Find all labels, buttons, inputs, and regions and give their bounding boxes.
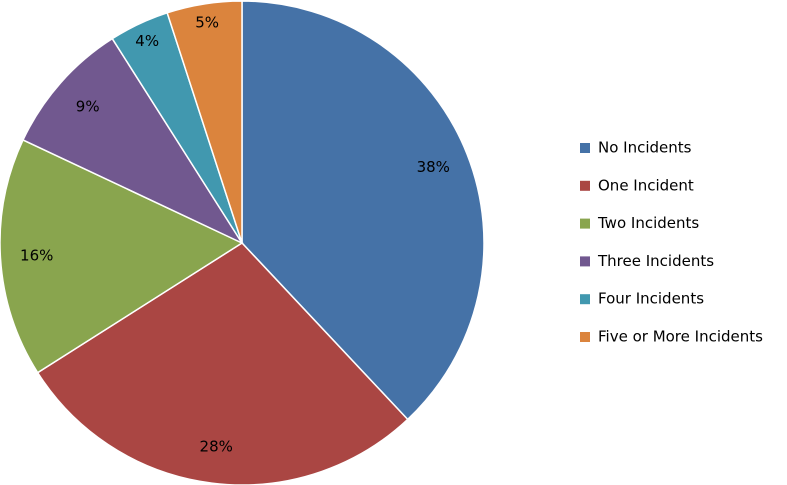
legend-label: One Incident [598, 176, 694, 194]
legend-swatch [580, 180, 590, 191]
legend-swatch [580, 332, 590, 342]
legend-swatch [580, 218, 590, 229]
legend-swatch [580, 256, 590, 267]
pie-slice [241, 0, 485, 421]
data-label: 16% [20, 246, 53, 264]
legend-swatch [580, 294, 590, 305]
pie-slice [36, 242, 409, 485]
legend-label: Two Incidents [597, 214, 699, 232]
data-label: 5% [195, 14, 219, 32]
data-label: 28% [200, 438, 233, 456]
legend-label: Three Incidents [597, 252, 714, 270]
legend-label: No Incidents [598, 139, 692, 157]
legend-label: Four Incidents [598, 290, 704, 308]
pie-slice [22, 37, 245, 245]
legend-label: Five or More Incidents [598, 328, 763, 346]
data-label: 9% [76, 97, 100, 115]
data-label: 38% [417, 158, 450, 176]
pie-slice [166, 0, 243, 244]
data-label: 4% [135, 32, 159, 50]
legend-swatch [580, 143, 590, 153]
pie-slice [0, 138, 244, 374]
